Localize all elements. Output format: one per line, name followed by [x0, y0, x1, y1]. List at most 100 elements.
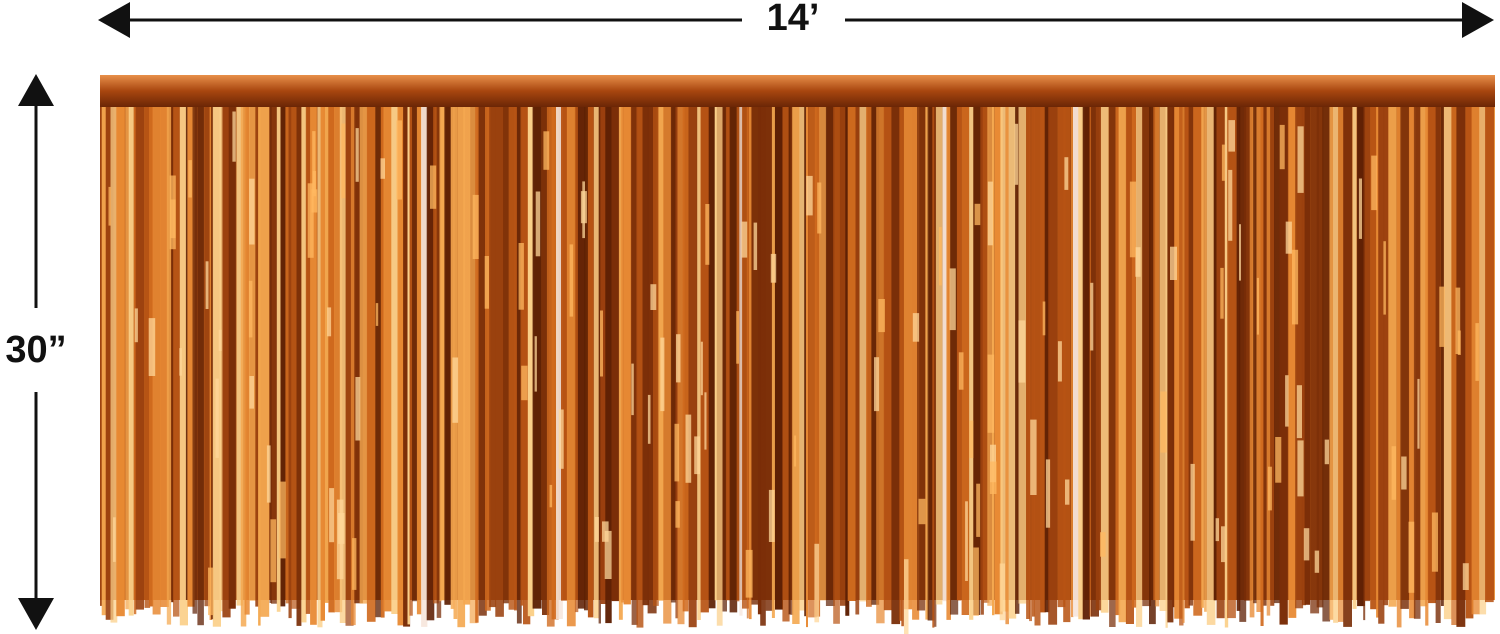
- fringe-strand: [584, 100, 589, 611]
- fringe-strand: [457, 100, 466, 628]
- fringe-strand: [1179, 100, 1184, 626]
- fringe-strand: [1005, 100, 1009, 625]
- fringe-glint: [327, 307, 332, 337]
- fringe-strand: [792, 100, 800, 624]
- fringe-strand: [956, 100, 962, 601]
- fringe-strand: [1188, 100, 1193, 606]
- fringe-strand: [973, 100, 981, 615]
- fringe-glint: [341, 123, 346, 199]
- fringe-strand: [961, 100, 969, 615]
- fringe-strand: [380, 100, 385, 618]
- fringe-strand: [1015, 100, 1020, 614]
- fringe-glint: [580, 191, 587, 224]
- fringe-strand: [1026, 100, 1030, 619]
- fringe-strand: [1136, 100, 1143, 627]
- fringe-strand: [782, 100, 790, 622]
- fringe-strand: [105, 100, 114, 620]
- arrow-head: [98, 2, 130, 38]
- fringe-strand: [561, 100, 568, 601]
- fringe-strand: [618, 100, 623, 620]
- fringe-strand: [742, 100, 749, 609]
- fringe-glint: [375, 303, 379, 326]
- fringe-strand: [354, 100, 363, 604]
- fringe-strand: [152, 100, 161, 615]
- fringe-strand: [1109, 100, 1116, 627]
- fringe-strand: [1089, 100, 1092, 617]
- fringe-glint: [355, 377, 361, 441]
- fringe-strand: [551, 100, 559, 620]
- arrow-head: [18, 74, 54, 106]
- fringe-glint: [452, 357, 459, 423]
- fringe-strand: [1090, 100, 1099, 617]
- fringe-strand: [1149, 100, 1156, 625]
- fringe-strand: [1322, 100, 1331, 622]
- fringe-glint: [1275, 437, 1282, 483]
- fringe-glint: [989, 461, 997, 494]
- fringe-strand: [285, 100, 289, 604]
- fringe-glint: [1045, 459, 1051, 528]
- fringe-glint: [558, 409, 564, 469]
- fringe-strand: [291, 100, 301, 609]
- fringe-strand: [1048, 100, 1058, 625]
- arrow-head: [18, 598, 54, 630]
- fringe-strand: [1100, 100, 1109, 613]
- fringe-glint: [973, 547, 979, 616]
- fringe-glint: [1462, 563, 1469, 590]
- fringe-strand: [806, 100, 808, 628]
- fringe-strand: [663, 100, 672, 624]
- fringe-strand: [1167, 100, 1174, 623]
- fringe-strand: [1249, 100, 1255, 618]
- fringe-glint: [352, 538, 357, 590]
- fringe-strand: [328, 100, 335, 613]
- fringe-strand: [1288, 100, 1297, 618]
- fringe-strand: [160, 100, 169, 607]
- fringe-strand: [808, 100, 817, 618]
- fringe-glint: [874, 357, 880, 412]
- fringe-strand: [670, 100, 677, 603]
- fringe-strand: [1364, 100, 1371, 602]
- fringe-strand: [1131, 100, 1137, 608]
- fringe-glint: [179, 348, 182, 376]
- fringe-glint: [380, 158, 385, 179]
- fringe-strand: [436, 100, 442, 618]
- fringe-strand: [317, 100, 323, 628]
- fringe-strand: [642, 100, 650, 606]
- fringe-glint: [484, 256, 489, 309]
- fringe-glint: [279, 481, 286, 559]
- fringe-strand: [296, 100, 302, 626]
- fringe-strand: [192, 100, 198, 614]
- fringe-strand: [935, 100, 943, 605]
- fringe-skirt: [100, 100, 1495, 634]
- fringe-strand: [1428, 100, 1436, 604]
- fringe-glint: [675, 501, 680, 528]
- fringe-strand: [1316, 100, 1324, 608]
- fringe-glint: [987, 181, 993, 246]
- fringe-strand: [1224, 100, 1229, 628]
- fringe-strand: [187, 100, 195, 607]
- fringe-strand: [1095, 100, 1102, 611]
- fringe-strand: [439, 100, 442, 602]
- fringe-glint: [912, 313, 920, 342]
- fringe-strand: [1213, 100, 1217, 601]
- fringe-strand: [185, 100, 188, 600]
- fringe-glint: [1401, 456, 1407, 490]
- fringe-strand: [901, 100, 904, 627]
- fringe-strand: [469, 100, 478, 624]
- fringe-strand: [980, 100, 984, 615]
- fringe-strand: [1206, 100, 1216, 625]
- skirt-header-band: [100, 75, 1495, 107]
- fringe-strand: [1256, 100, 1263, 612]
- fringe-strand: [209, 100, 212, 620]
- fringe-strand: [833, 100, 840, 624]
- fringe-strand: [409, 100, 413, 616]
- fringe-glint: [939, 227, 942, 286]
- fringe-strand: [269, 100, 272, 603]
- fringe-strand: [1363, 100, 1366, 621]
- fringe-strand: [1008, 100, 1017, 619]
- fringe-glint: [396, 120, 402, 200]
- fringe-strand: [1032, 100, 1035, 617]
- fringe-strand: [621, 100, 624, 603]
- fringe-strand: [520, 100, 524, 606]
- fringe-strand: [600, 100, 607, 604]
- fringe-glint: [705, 204, 710, 265]
